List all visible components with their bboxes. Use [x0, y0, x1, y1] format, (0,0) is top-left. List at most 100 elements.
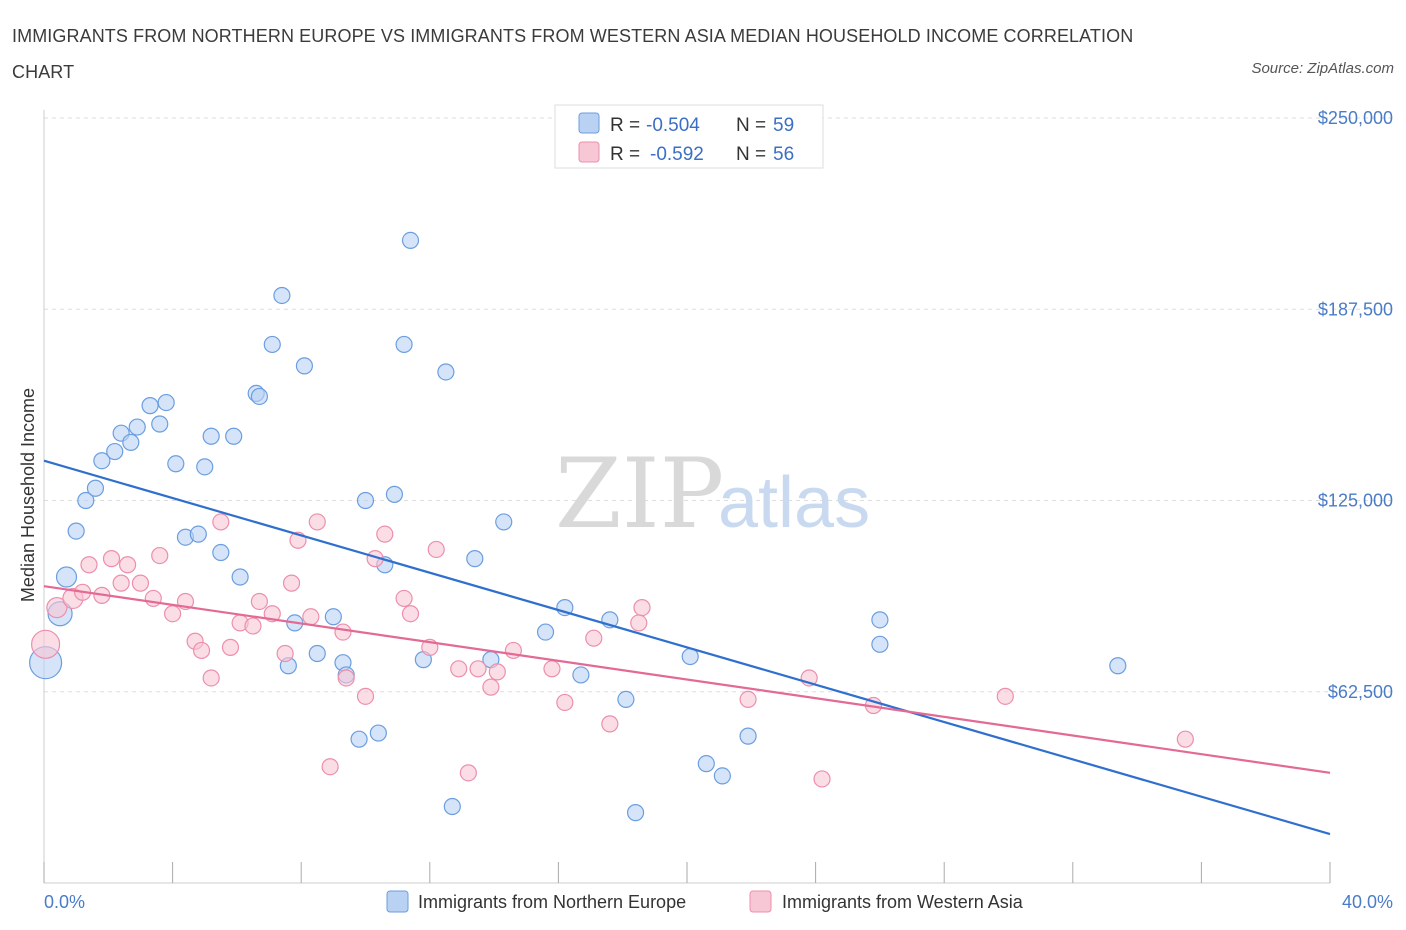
point-western-asia	[556, 693, 574, 712]
point-northern-europe	[350, 730, 368, 748]
point-western-asia	[395, 589, 413, 608]
point-western-asia	[585, 629, 603, 647]
axes	[43, 110, 1331, 884]
point-western-asia	[31, 629, 61, 659]
point-western-asia	[144, 589, 162, 608]
legend-r-value: -0.592	[650, 144, 704, 165]
source-label: Source: ZipAtlas.com	[1251, 60, 1394, 77]
point-northern-europe	[128, 418, 146, 436]
point-northern-europe	[86, 479, 105, 497]
legend-r-value: -0.504	[646, 115, 700, 136]
point-western-asia	[308, 513, 326, 531]
point-northern-europe	[871, 635, 889, 653]
y-axis-label: Median Household Income	[18, 388, 38, 602]
point-northern-europe	[157, 393, 175, 412]
point-northern-europe	[308, 644, 326, 663]
point-northern-europe	[212, 543, 230, 562]
point-northern-europe	[713, 767, 731, 785]
legend-n-label: N =	[736, 115, 766, 136]
point-northern-europe	[55, 566, 78, 588]
point-western-asia	[192, 641, 211, 660]
point-western-asia	[302, 608, 320, 626]
point-northern-europe	[437, 363, 455, 381]
point-northern-europe	[196, 458, 214, 476]
tick-labels: $62,500 $125,000 $187,500 $250,000 0.0% 40.0%	[44, 108, 1393, 912]
point-western-asia	[151, 546, 169, 565]
point-northern-europe	[385, 485, 404, 503]
point-northern-europe	[1109, 657, 1127, 675]
point-northern-europe	[626, 804, 645, 822]
point-northern-europe	[395, 335, 413, 354]
x-tick-label: 40.0%	[1342, 892, 1393, 912]
point-western-asia	[80, 556, 98, 574]
legend-box	[554, 104, 824, 169]
point-northern-europe	[151, 415, 169, 433]
legend-n-value: 56	[773, 144, 794, 165]
point-northern-europe	[369, 724, 387, 742]
point-western-asia	[250, 592, 269, 611]
point-northern-europe	[106, 442, 124, 461]
point-northern-europe	[617, 690, 635, 709]
point-western-asia	[633, 598, 651, 617]
point-western-asia	[459, 764, 477, 782]
trend-lines	[43, 459, 1331, 836]
point-northern-europe	[141, 397, 159, 415]
legend-swatch-pink	[578, 141, 600, 163]
point-western-asia	[630, 614, 648, 632]
y-tick-label: $187,500	[1318, 299, 1393, 319]
point-northern-europe	[167, 455, 185, 473]
point-western-asia	[543, 660, 561, 678]
bottom-legend-label-western-asia: Immigrants from Western Asia	[782, 892, 1024, 912]
bottom-legend-swatch-blue	[386, 890, 409, 913]
point-western-asia	[321, 758, 339, 776]
legend-r-label: R =	[610, 115, 640, 136]
x-tick-label: 0.0%	[44, 892, 85, 912]
legend-swatch-blue	[578, 112, 600, 134]
legend-n-label: N =	[736, 144, 766, 165]
point-western-asia	[401, 605, 420, 623]
point-western-asia	[212, 513, 230, 531]
point-western-asia	[427, 540, 445, 559]
bottom-legend-swatch-pink	[749, 890, 772, 913]
point-northern-europe	[697, 755, 715, 773]
point-western-asia	[1176, 730, 1194, 748]
point-northern-europe	[263, 335, 281, 354]
point-western-asia	[112, 574, 130, 592]
point-western-asia	[102, 550, 121, 568]
point-western-asia	[376, 525, 394, 543]
point-western-asia	[244, 617, 262, 635]
point-western-asia	[739, 690, 757, 709]
point-western-asia	[996, 687, 1014, 705]
point-northern-europe	[324, 608, 342, 626]
point-western-asia	[488, 663, 506, 681]
point-northern-europe	[466, 550, 484, 568]
point-northern-europe	[871, 611, 889, 629]
point-northern-europe	[273, 286, 291, 305]
point-western-asia	[813, 770, 831, 788]
point-western-asia	[221, 638, 240, 656]
point-northern-europe	[93, 452, 111, 470]
grid-lines	[44, 117, 1395, 693]
watermark: ZIP atlas	[555, 438, 870, 550]
point-western-asia	[356, 687, 375, 705]
y-tick-label: $125,000	[1318, 491, 1393, 511]
y-tick-label: $250,000	[1318, 108, 1393, 128]
point-western-asia	[276, 644, 294, 663]
point-northern-europe	[443, 797, 461, 816]
point-northern-europe	[739, 727, 757, 745]
legend-n-value: 59	[773, 115, 794, 136]
point-northern-europe	[356, 491, 375, 510]
trend-line-western-asia	[43, 585, 1331, 774]
point-northern-europe	[536, 623, 555, 641]
point-western-asia	[202, 669, 220, 687]
point-western-asia	[601, 715, 619, 733]
y-tick-label: $62,500	[1328, 682, 1393, 702]
legend-r-label: R =	[610, 144, 640, 165]
point-western-asia	[469, 660, 487, 678]
point-western-asia	[131, 574, 150, 592]
point-northern-europe	[250, 387, 269, 406]
point-northern-europe	[295, 357, 314, 375]
point-western-asia	[482, 678, 500, 696]
watermark-zip: ZIP	[555, 438, 724, 550]
